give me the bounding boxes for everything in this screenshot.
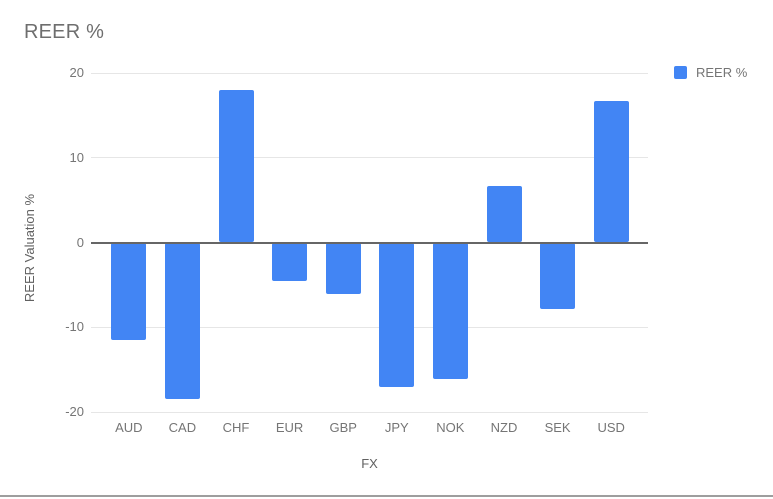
y-tick-label: 0 bbox=[76, 234, 84, 250]
zero-baseline bbox=[91, 241, 648, 244]
bar-aud[interactable] bbox=[111, 242, 147, 340]
x-tick-label-aud: AUD bbox=[115, 420, 143, 435]
gridline bbox=[91, 157, 648, 159]
plot-area bbox=[91, 72, 648, 413]
bar-cad[interactable] bbox=[164, 242, 200, 400]
x-tick-label-gbp: GBP bbox=[329, 420, 357, 435]
bar-chf[interactable] bbox=[218, 89, 254, 243]
bar-usd[interactable] bbox=[593, 100, 629, 243]
x-tick-label-sek: SEK bbox=[544, 420, 571, 435]
y-tick-label: 10 bbox=[69, 149, 84, 165]
bar-jpy[interactable] bbox=[379, 242, 415, 388]
bar-eur[interactable] bbox=[272, 242, 308, 281]
legend-label: REER % bbox=[696, 65, 748, 80]
bar-nok[interactable] bbox=[432, 242, 468, 379]
y-tick-label: -10 bbox=[65, 319, 84, 335]
bar-nzd[interactable] bbox=[486, 185, 522, 243]
bar-sek[interactable] bbox=[540, 242, 576, 309]
chart-title: REER % bbox=[24, 21, 105, 43]
x-tick-label-nok: NOK bbox=[436, 420, 465, 435]
bar-gbp[interactable] bbox=[325, 242, 361, 295]
y-axis-title: REER Valuation % bbox=[22, 193, 37, 303]
y-tick-label: 20 bbox=[69, 65, 84, 80]
x-tick-label-cad: CAD bbox=[168, 420, 197, 435]
x-tick-label-nzd: NZD bbox=[490, 420, 518, 435]
x-tick-label-jpy: JPY bbox=[384, 420, 409, 435]
y-tick-label: -20 bbox=[65, 404, 84, 419]
gridline bbox=[91, 411, 648, 413]
x-axis-title: FX bbox=[361, 456, 378, 471]
gridline bbox=[91, 326, 648, 328]
bottom-divider bbox=[0, 495, 773, 497]
legend-item-reer[interactable]: REER % bbox=[674, 65, 747, 80]
x-tick-label-chf: CHF bbox=[222, 420, 250, 435]
gridline bbox=[91, 72, 648, 74]
legend-swatch-icon bbox=[674, 66, 687, 79]
x-tick-label-eur: EUR bbox=[275, 420, 304, 435]
x-tick-label-usd: USD bbox=[597, 420, 625, 435]
